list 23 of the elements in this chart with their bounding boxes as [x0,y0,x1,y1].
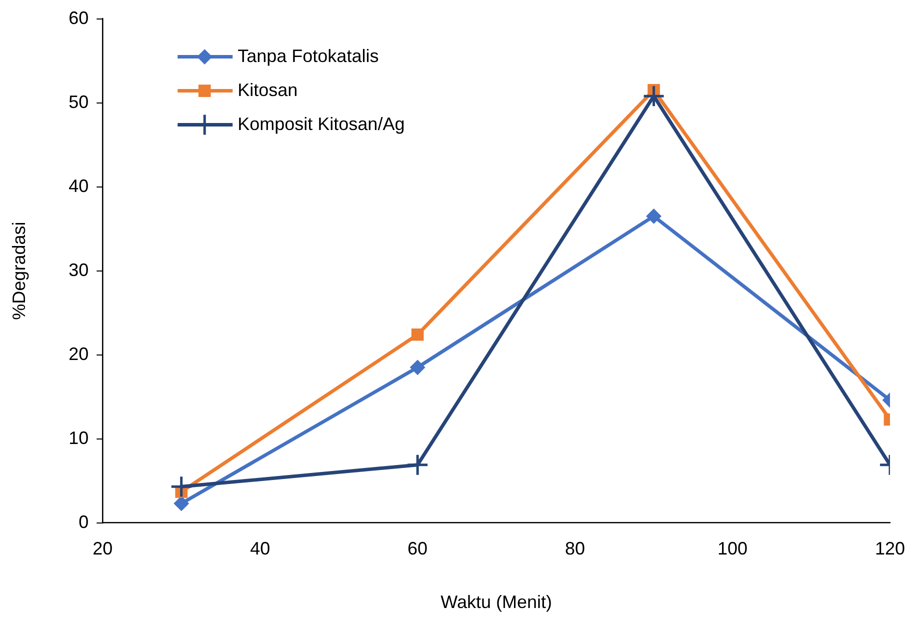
y-tick-label: 10 [68,428,89,448]
x-tick-label: 80 [565,538,586,559]
x-axis-title: Waktu (Menit) [440,592,552,612]
point [406,454,429,476]
point [411,328,424,341]
point [174,496,189,511]
y-axis-title: %Degradasi [8,222,29,320]
y-tick-label: 50 [68,92,89,112]
y-tick-label: 40 [68,176,89,196]
legend-label: Komposit Kitosan/Ag [238,114,405,134]
y-tick-label: 0 [78,512,89,532]
point [410,360,426,375]
y-tick-label: 30 [68,260,89,280]
legend-label: Kitosan [238,80,298,100]
y-tick-label: 20 [68,344,89,364]
point [170,475,193,498]
x-tick-label: 20 [92,538,113,559]
x-tick-label: 100 [717,538,748,559]
legend-label: Tanpa Fotokatalis [238,46,379,66]
x-tick-label: 40 [250,538,270,559]
x-tick-label: 120 [874,538,906,559]
x-tick-label: 60 [408,538,428,559]
y-tick-label: 60 [68,8,89,28]
